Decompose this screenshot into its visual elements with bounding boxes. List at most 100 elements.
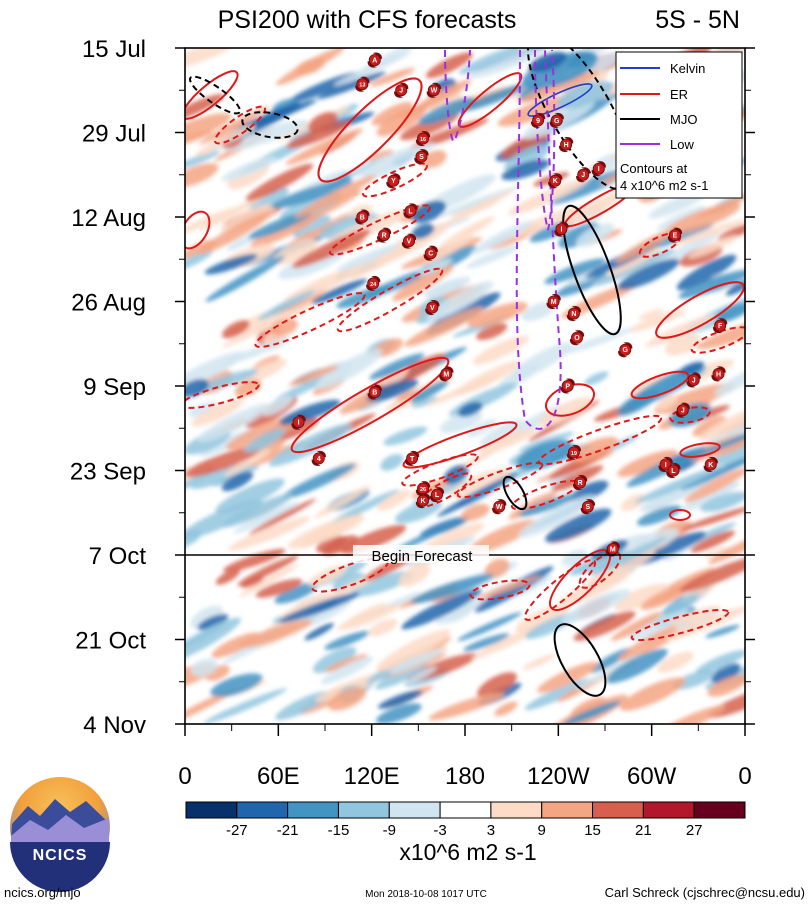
psi-anomaly-blob (584, 371, 609, 386)
colorbar-swatch-10 (693, 801, 746, 819)
psi-anomaly-blob (275, 691, 330, 720)
low-contour (534, 49, 556, 231)
psi-anomaly-blob (508, 178, 589, 215)
storm-eye (368, 386, 381, 399)
colorbar-level-7: 15 (584, 822, 601, 839)
psi-anomaly-blob (657, 651, 694, 673)
storm-label-8: S (419, 154, 424, 161)
storm-label-39: K (708, 462, 713, 469)
low-contour (444, 49, 471, 143)
psi-anomaly-blob (185, 48, 240, 71)
storm-symbol-41: 26 (415, 481, 431, 497)
storm-eye (574, 476, 587, 489)
storm-eye (704, 458, 717, 471)
psi-anomaly-blob (606, 648, 668, 684)
storm-symbol-27: M (439, 366, 454, 382)
colorbar-label: x10^6 m2 s-1 (399, 839, 536, 865)
storm-label-28: B (372, 389, 377, 396)
storm-symbol-15: R (376, 227, 392, 243)
y-tick-label-1: 29 Jul (82, 121, 146, 148)
x-tick-label-1: 60E (257, 763, 300, 790)
psi-anomaly-blob (410, 573, 494, 604)
psi-anomaly-blob (707, 674, 745, 697)
storm-label-34: 19 (571, 451, 577, 457)
psi-anomaly-blob (645, 314, 717, 347)
storm-symbol-31: H (711, 366, 726, 382)
storm-label-1: 13 (359, 83, 365, 89)
psi-anomaly-blob (555, 273, 608, 297)
storm-symbol-11: J (576, 167, 591, 183)
psi-anomaly-blob (662, 593, 699, 616)
legend-label-low: Low (670, 137, 694, 152)
er-contour (669, 509, 691, 521)
psi-anomaly-blob (680, 453, 745, 491)
storm-symbol-30: J (686, 372, 701, 388)
low-contour (515, 49, 562, 430)
psi-anomaly-blob (215, 568, 241, 585)
storm-label-46: M (610, 546, 616, 553)
psi-anomaly-blob (679, 361, 705, 375)
psi-anomaly-blob (316, 535, 347, 553)
colorbar: -27 -21 -15 -9 -3 3 9 15 21 27 (185, 801, 746, 839)
psi-anomaly-blob (640, 584, 690, 610)
psi-anomaly-blob (518, 431, 575, 452)
psi-anomaly-blob (244, 428, 286, 454)
psi-anomaly-blob (304, 622, 334, 641)
storm-eye (714, 319, 727, 332)
storm-label-42: K (420, 498, 425, 505)
psi-anomaly-blob (205, 255, 285, 302)
psi-anomaly-blob (203, 688, 287, 724)
psi-anomaly-blob (369, 353, 425, 380)
x-tick-label-0: 0 (178, 763, 191, 790)
psi-anomaly-blob (658, 705, 726, 724)
er-contour (456, 461, 544, 499)
psi-anomaly-blob (257, 289, 316, 321)
psi-anomaly-blob (383, 426, 428, 446)
er-contour (317, 77, 423, 183)
storm-symbol-6: H (558, 137, 574, 153)
psi-anomaly-blob (404, 307, 484, 347)
psi-anomaly-blob (200, 190, 273, 231)
storm-symbol-0: A (367, 52, 382, 68)
storm-symbol-34: 19 (566, 444, 582, 460)
psi-anomaly-blob (484, 558, 510, 579)
logo-base (10, 842, 110, 892)
storm-label-4: 9 (536, 118, 540, 125)
psi-anomaly-blob (285, 128, 364, 165)
storm-label-18: I (560, 226, 562, 233)
psi-anomaly-blob (461, 83, 528, 112)
psi-anomaly-blob (380, 454, 404, 471)
storm-symbol-9: Y (386, 173, 401, 189)
psi-anomaly-blob (345, 239, 419, 280)
storm-label-37: I (665, 462, 667, 469)
storm-eye (415, 150, 428, 163)
psi-anomaly-blob (705, 624, 740, 638)
psi-anomaly-blob (569, 551, 631, 576)
psi-anomaly-blob (369, 67, 416, 87)
psi-anomaly-blob (521, 301, 556, 321)
storm-eye (493, 500, 506, 513)
legend: Kelvin ER MJO Low Contours at 4 x10^6 m2… (615, 51, 743, 199)
er-contour (329, 204, 431, 256)
psi-anomaly-blob (413, 79, 472, 112)
psi-anomaly-blob (465, 244, 521, 269)
psi-anomaly-blob (234, 379, 262, 398)
storm-eye (592, 162, 605, 175)
storm-symbol-26: F (712, 318, 728, 334)
storm-eye (567, 307, 580, 320)
legend-label-kelvin: Kelvin (670, 61, 705, 76)
colorbar-swatch-0 (185, 801, 238, 819)
colorbar-swatch-6 (490, 801, 543, 819)
psi-anomaly-blob (524, 678, 592, 711)
storm-symbol-21: V (425, 300, 440, 316)
storm-label-36: T (410, 456, 415, 463)
psi-anomaly-blob (561, 589, 631, 624)
psi-anomaly-blob (537, 661, 599, 693)
psi-anomaly-blob (268, 423, 352, 467)
storm-label-0: A (372, 57, 377, 64)
psi-anomaly-blob (711, 663, 741, 683)
storm-symbol-2: J (394, 82, 409, 98)
storm-eye (667, 464, 680, 477)
psi-anomaly-blob (377, 690, 423, 709)
